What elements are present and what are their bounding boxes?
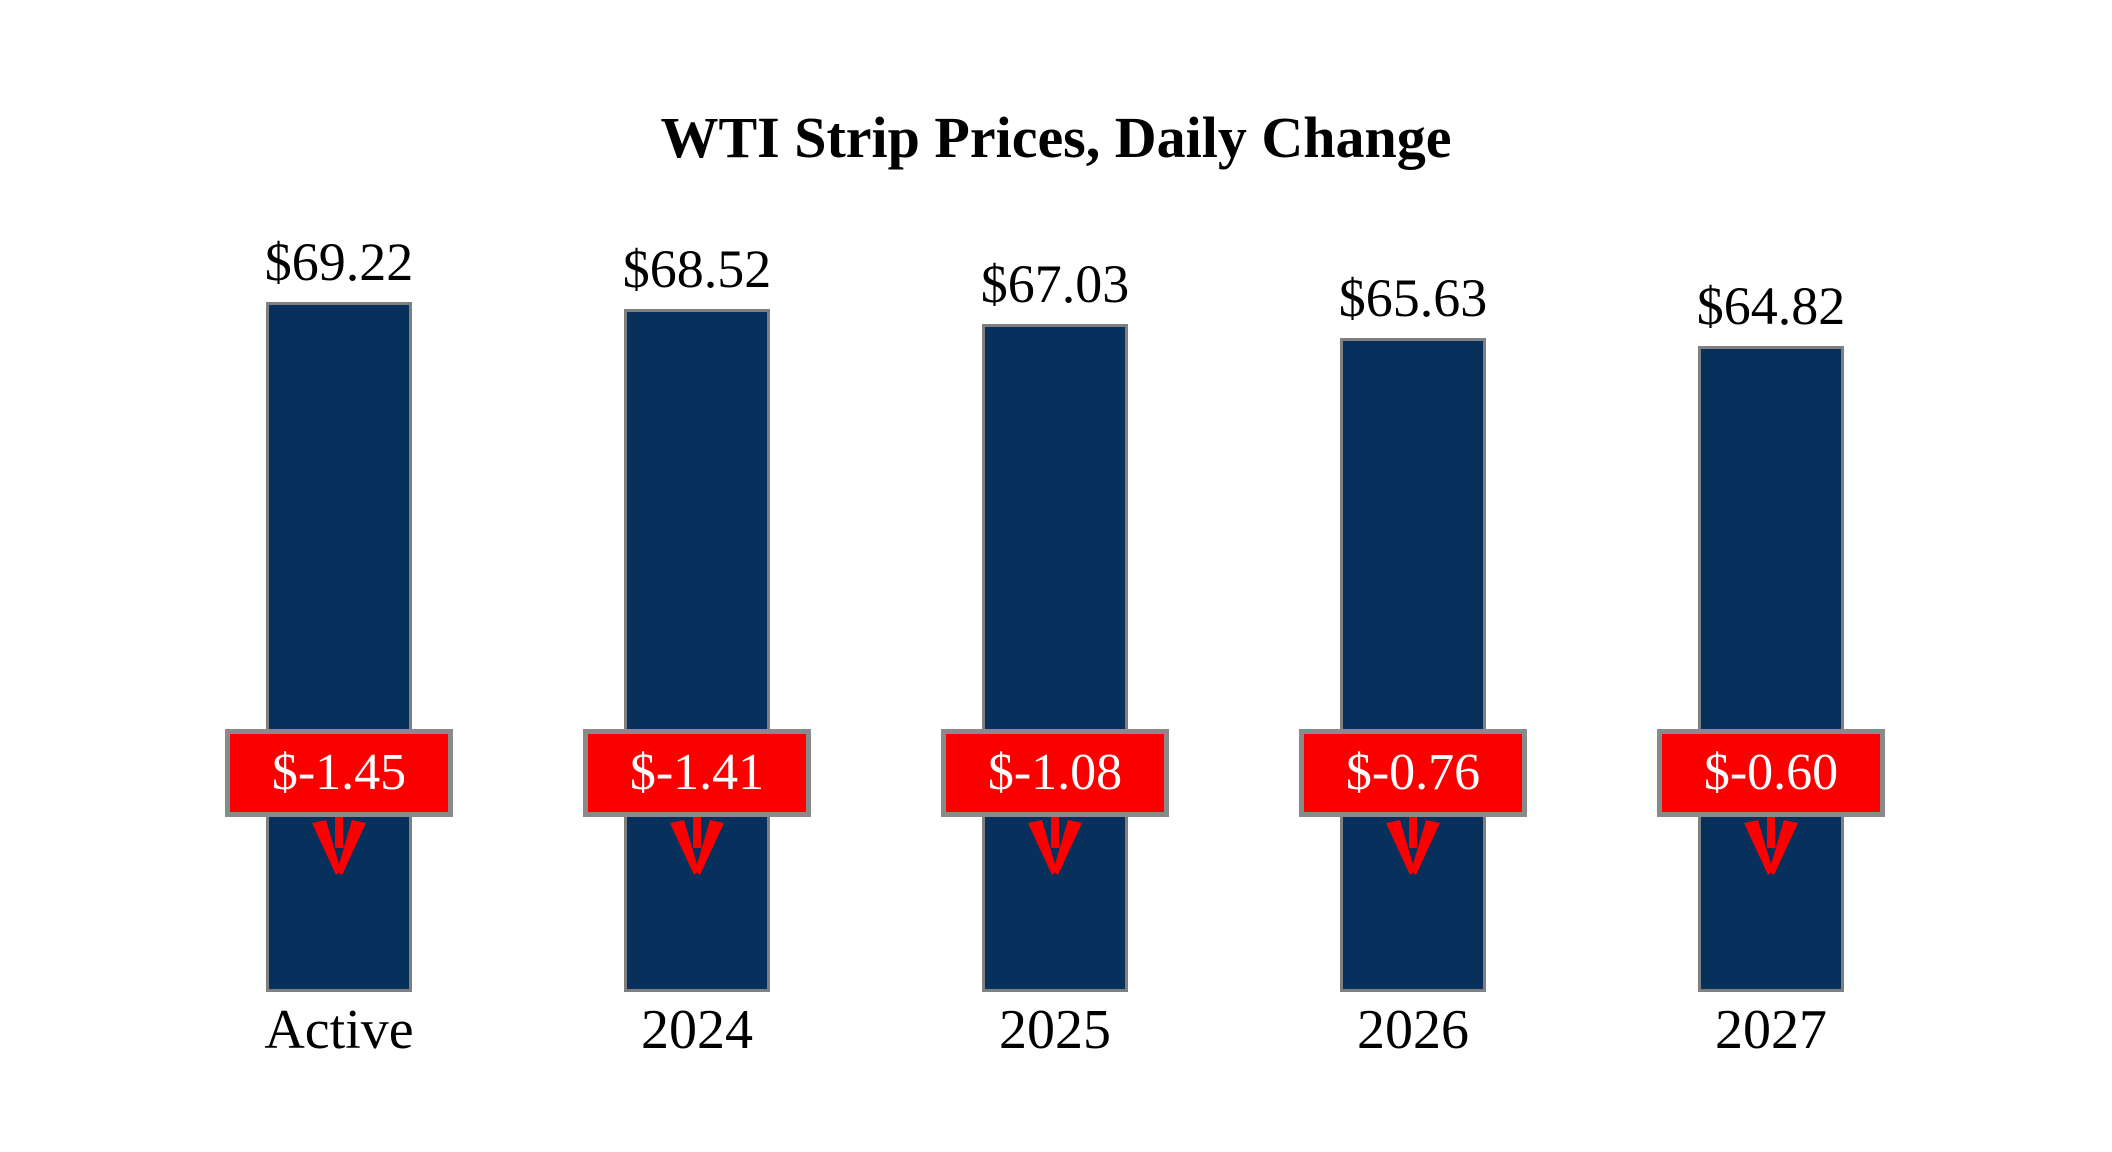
change-badge-2025: $-1.08: [941, 729, 1169, 817]
price-bar-2027: [1698, 346, 1844, 992]
price-label-2026: $65.63: [1338, 268, 1488, 328]
change-badge-2024: $-1.41: [583, 729, 811, 817]
down-arrow-icon: [668, 817, 726, 880]
price-label-active: $69.22: [264, 232, 414, 292]
price-label-2024: $68.52: [622, 239, 772, 299]
change-badge-2026: $-0.76: [1299, 729, 1527, 817]
change-badge-active: $-1.45: [225, 729, 453, 817]
price-bar-active: [266, 302, 412, 992]
category-label-2027: 2027: [1715, 999, 1827, 1061]
price-bar-2026: [1340, 338, 1486, 992]
down-arrow-icon: [1026, 817, 1084, 880]
change-badge-2027: $-0.60: [1657, 729, 1885, 817]
category-label-2024: 2024: [641, 999, 753, 1061]
price-label-2027: $64.82: [1696, 276, 1846, 336]
chart-title: WTI Strip Prices, Daily Change: [660, 105, 1452, 170]
price-bar-2024: [624, 309, 770, 992]
down-arrow-icon: [1742, 817, 1800, 880]
down-arrow-icon: [1384, 817, 1442, 880]
price-bar-2025: [982, 324, 1128, 992]
category-label-2026: 2026: [1357, 999, 1469, 1061]
category-label-active: Active: [264, 999, 414, 1061]
price-label-2025: $67.03: [980, 254, 1130, 314]
down-arrow-icon: [310, 817, 368, 880]
category-label-2025: 2025: [999, 999, 1111, 1061]
